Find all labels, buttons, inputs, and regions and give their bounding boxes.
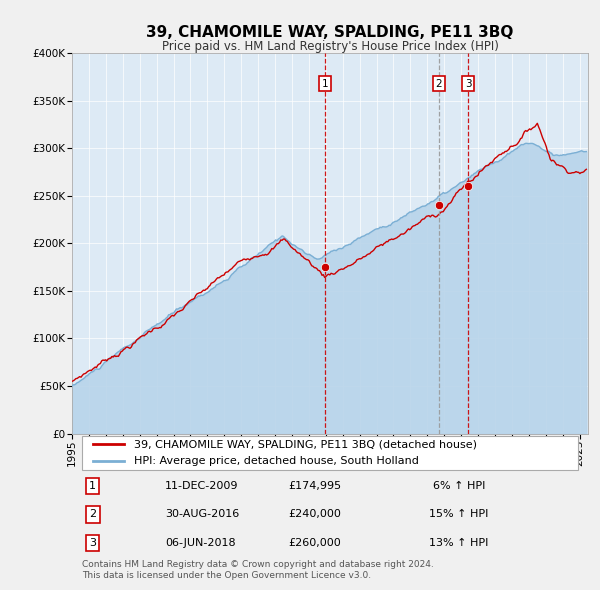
Text: 3: 3 xyxy=(465,78,472,88)
Text: 13% ↑ HPI: 13% ↑ HPI xyxy=(430,538,488,548)
Text: Price paid vs. HM Land Registry's House Price Index (HPI): Price paid vs. HM Land Registry's House … xyxy=(161,40,499,53)
Text: 1: 1 xyxy=(89,481,96,491)
Text: 3: 3 xyxy=(89,538,96,548)
Text: 39, CHAMOMILE WAY, SPALDING, PE11 3BQ: 39, CHAMOMILE WAY, SPALDING, PE11 3BQ xyxy=(146,25,514,40)
Text: Contains HM Land Registry data © Crown copyright and database right 2024.: Contains HM Land Registry data © Crown c… xyxy=(82,560,434,569)
FancyBboxPatch shape xyxy=(82,435,578,470)
Text: £174,995: £174,995 xyxy=(288,481,341,491)
Text: 11-DEC-2009: 11-DEC-2009 xyxy=(165,481,238,491)
Text: This data is licensed under the Open Government Licence v3.0.: This data is licensed under the Open Gov… xyxy=(82,571,371,580)
Text: £240,000: £240,000 xyxy=(288,510,341,519)
Text: HPI: Average price, detached house, South Holland: HPI: Average price, detached house, Sout… xyxy=(134,456,419,466)
Text: 06-JUN-2018: 06-JUN-2018 xyxy=(165,538,236,548)
Text: 15% ↑ HPI: 15% ↑ HPI xyxy=(430,510,488,519)
Text: 2: 2 xyxy=(89,510,96,519)
Text: £260,000: £260,000 xyxy=(288,538,341,548)
Text: 6% ↑ HPI: 6% ↑ HPI xyxy=(433,481,485,491)
Text: 39, CHAMOMILE WAY, SPALDING, PE11 3BQ (detached house): 39, CHAMOMILE WAY, SPALDING, PE11 3BQ (d… xyxy=(134,440,477,449)
Text: 2: 2 xyxy=(436,78,442,88)
Text: 30-AUG-2016: 30-AUG-2016 xyxy=(165,510,239,519)
Text: 1: 1 xyxy=(322,78,328,88)
